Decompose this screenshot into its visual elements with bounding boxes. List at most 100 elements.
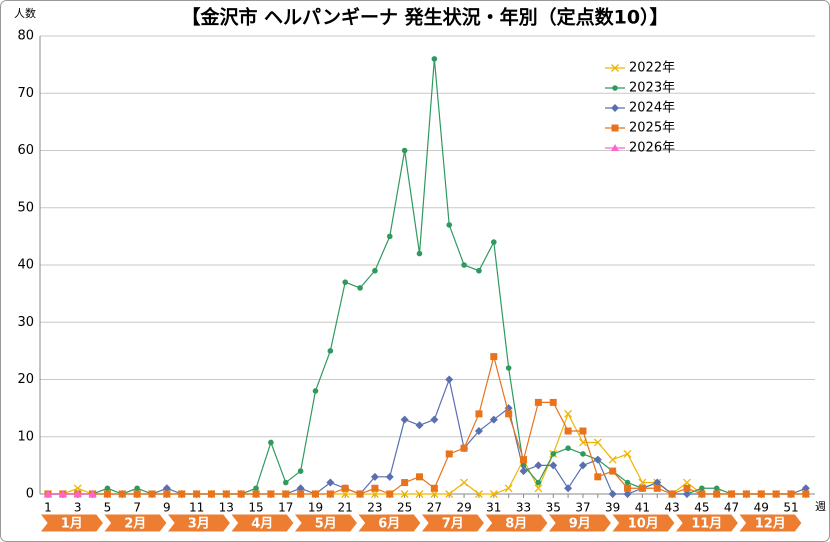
month-arrow (673, 513, 740, 533)
data-point (372, 267, 378, 274)
data-point (370, 472, 379, 481)
data-point (699, 485, 705, 492)
data-point (698, 490, 706, 498)
data-point (489, 415, 498, 424)
data-point (296, 484, 305, 493)
data-point (253, 485, 259, 492)
month-arrow (165, 513, 232, 533)
data-point (148, 490, 156, 498)
data-point (237, 490, 245, 498)
x-tick-label: 35 (546, 501, 561, 515)
month-arrow (737, 513, 803, 533)
data-point (430, 415, 439, 424)
data-point (430, 484, 438, 492)
x-tick-label: 49 (754, 501, 769, 515)
data-point (623, 449, 632, 458)
data-point (535, 479, 542, 486)
data-point (431, 56, 438, 62)
month-label: 6月 (378, 517, 400, 532)
legend-marker (612, 85, 618, 91)
x-tick-label: 43 (664, 501, 679, 515)
x-tick-label: 21 (338, 501, 353, 515)
month-arrow (292, 513, 359, 533)
data-point (341, 484, 349, 492)
data-point (44, 490, 52, 497)
data-point (401, 479, 409, 487)
data-point (594, 473, 602, 481)
month-arrow (102, 513, 168, 533)
data-point (268, 439, 274, 446)
data-point (549, 398, 557, 406)
data-point (134, 485, 140, 492)
data-point (549, 461, 558, 470)
data-point (162, 484, 171, 493)
data-point (593, 438, 602, 447)
data-point (564, 427, 572, 435)
data-point (88, 490, 97, 497)
month-arrow (229, 513, 295, 533)
data-point (371, 484, 379, 492)
legend-label: 2023年 (629, 81, 675, 96)
data-point (682, 490, 691, 498)
month-label: 1月 (61, 517, 83, 532)
data-point (282, 490, 290, 498)
data-point (163, 490, 171, 498)
data-point (415, 490, 424, 498)
data-point (461, 262, 467, 268)
data-point (550, 451, 557, 457)
data-point (401, 147, 408, 154)
legend-label: 2025年 (629, 121, 675, 136)
month-label: 9月 (569, 517, 591, 532)
legend-label: 2026年 (629, 141, 675, 156)
month-label: 5月 (315, 517, 337, 532)
data-point (416, 250, 423, 257)
series-line (48, 377, 807, 495)
month-arrow (610, 513, 676, 533)
data-point (593, 455, 602, 464)
data-point (564, 484, 573, 493)
data-point (534, 484, 543, 493)
data-point (445, 490, 454, 498)
data-point (474, 427, 483, 436)
y-tick-label: 70 (17, 86, 34, 101)
x-tick-label: 1 (44, 501, 52, 515)
data-point (104, 485, 111, 492)
x-tick-label: 9 (163, 501, 171, 515)
data-point (579, 427, 587, 435)
data-point (460, 478, 469, 487)
x-tick-label: 15 (248, 501, 263, 515)
data-point (385, 472, 394, 481)
x-axis-label: 週 (815, 500, 826, 513)
data-point (178, 490, 186, 498)
data-point (193, 490, 201, 498)
x-tick-label: 5 (104, 501, 112, 515)
month-arrow (546, 513, 613, 533)
data-point (728, 490, 736, 498)
data-point (772, 490, 780, 498)
month-label: 7月 (442, 517, 464, 532)
data-point (801, 484, 810, 493)
month-label: 3月 (188, 517, 210, 532)
y-tick-label: 20 (17, 372, 34, 387)
data-point (342, 279, 349, 285)
chart-title: 【金沢市 ヘルパンギーナ 発生状況・年別（定点数10）】 (181, 6, 668, 29)
month-label: 12月 (755, 517, 786, 532)
data-point (757, 490, 765, 498)
data-point (534, 398, 542, 406)
data-point (578, 461, 587, 470)
data-point (73, 490, 82, 497)
data-point (609, 467, 617, 475)
x-tick-label: 45 (694, 501, 709, 515)
data-point (608, 455, 617, 464)
series-line (48, 354, 806, 495)
data-point (683, 484, 691, 492)
data-point (476, 267, 482, 274)
x-tick-label: 47 (724, 501, 739, 515)
data-point (742, 490, 750, 498)
x-tick-label: 41 (635, 501, 650, 515)
y-tick-label: 60 (17, 143, 34, 158)
x-tick-label: 33 (516, 501, 531, 515)
data-point (638, 484, 646, 492)
month-label: 10月 (628, 517, 659, 532)
data-point (489, 490, 498, 498)
